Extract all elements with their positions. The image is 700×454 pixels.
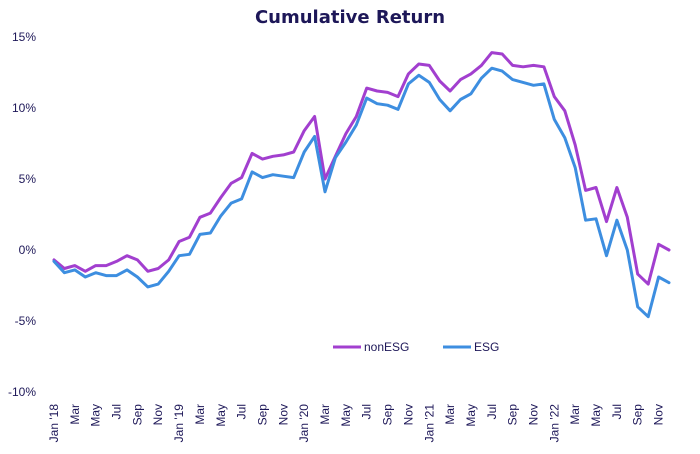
x-tick-label: May bbox=[464, 404, 478, 427]
x-tick-label: May bbox=[339, 404, 353, 427]
y-tick-label: 0% bbox=[19, 243, 37, 257]
x-tick-label: Jan '19 bbox=[172, 404, 186, 443]
x-tick-label: Jan '18 bbox=[47, 404, 61, 443]
x-tick-label: Nov bbox=[151, 404, 165, 425]
x-tick-label: Jul bbox=[360, 404, 374, 419]
x-tick-label: Nov bbox=[276, 404, 290, 425]
x-tick-label: Nov bbox=[526, 404, 540, 425]
x-axis: Jan '18 Mar May Jul Sep Nov Jan '19 Mar May Jul Se… bbox=[47, 404, 666, 443]
series-lines bbox=[52, 51, 671, 319]
series-line-nonesg bbox=[52, 51, 671, 286]
y-tick-label: 10% bbox=[12, 101, 36, 115]
x-tick-label: Mar bbox=[68, 404, 82, 425]
x-tick-label: May bbox=[589, 404, 603, 427]
y-tick-label: 5% bbox=[19, 172, 37, 186]
y-axis: 15% 10% 5% 0% -5% -10% bbox=[8, 30, 36, 399]
legend: nonESG ESG bbox=[333, 340, 499, 354]
x-tick-label: Nov bbox=[401, 404, 415, 425]
x-tick-label: Mar bbox=[318, 404, 332, 425]
x-tick-label: May bbox=[214, 404, 228, 427]
x-tick-label: May bbox=[89, 404, 103, 427]
y-tick-label: -5% bbox=[15, 314, 37, 328]
x-tick-label: Jan '20 bbox=[297, 404, 311, 443]
x-tick-label: Jul bbox=[110, 404, 124, 419]
x-tick-label: Jul bbox=[235, 404, 249, 419]
legend-label-nonesg: nonESG bbox=[364, 340, 409, 354]
x-tick-label: Sep bbox=[130, 404, 144, 426]
legend-label-esg: ESG bbox=[474, 340, 499, 354]
y-tick-label: 15% bbox=[12, 30, 36, 44]
x-tick-label: Mar bbox=[568, 404, 582, 425]
x-tick-label: Sep bbox=[381, 404, 395, 426]
chart-title: Cumulative Return bbox=[254, 7, 446, 28]
x-tick-label: Mar bbox=[443, 404, 457, 425]
x-tick-label: Mar bbox=[193, 404, 207, 425]
x-tick-label: Sep bbox=[631, 404, 645, 426]
x-tick-label: Sep bbox=[255, 404, 269, 426]
y-tick-label: -10% bbox=[8, 385, 36, 399]
x-tick-label: Jan '21 bbox=[422, 404, 436, 443]
x-tick-label: Jul bbox=[485, 404, 499, 419]
x-tick-label: Jan '22 bbox=[547, 404, 561, 443]
x-tick-label: Nov bbox=[652, 404, 666, 425]
x-tick-label: Jul bbox=[610, 404, 624, 419]
x-tick-label: Sep bbox=[506, 404, 520, 426]
series-line-esg bbox=[52, 66, 671, 319]
